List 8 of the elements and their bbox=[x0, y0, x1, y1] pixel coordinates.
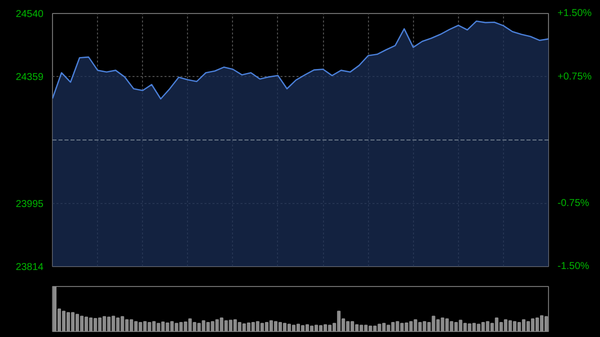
y2-tick-label: +1.50% bbox=[558, 8, 592, 19]
y2-tick-label: -0.75% bbox=[558, 198, 590, 209]
y-tick-label: 23995 bbox=[16, 198, 44, 210]
y-tick-label: 23814 bbox=[16, 262, 44, 273]
y-tick-label: 24540 bbox=[16, 9, 44, 20]
y2-tick-label: +0.75% bbox=[558, 71, 592, 82]
y2-tick-label: -1.50% bbox=[558, 261, 590, 272]
y-tick-label: 24359 bbox=[16, 72, 44, 84]
